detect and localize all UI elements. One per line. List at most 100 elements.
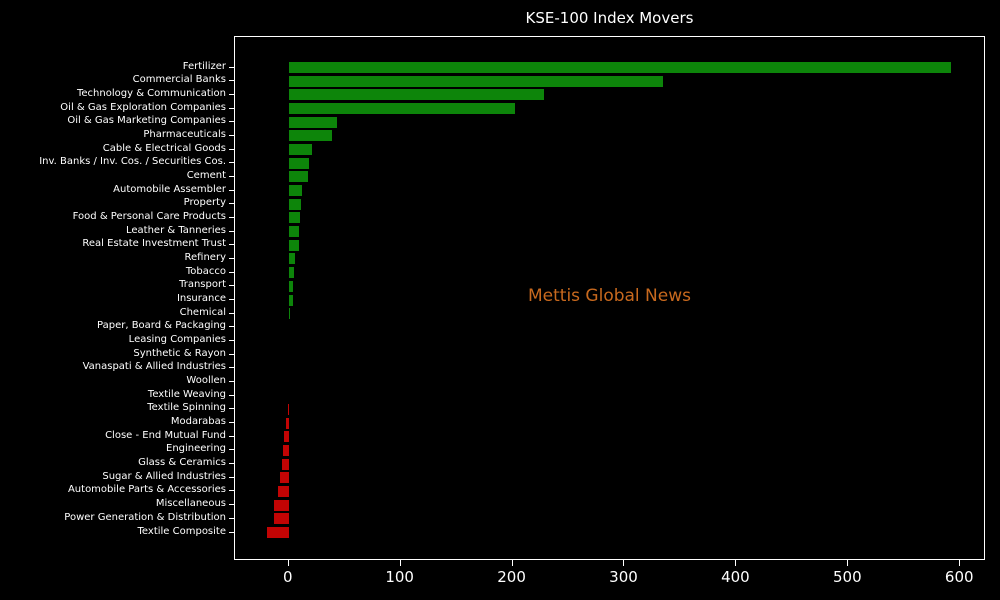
y-tick — [229, 340, 234, 342]
x-tick-label: 600 — [944, 568, 974, 586]
y-tick — [229, 107, 234, 109]
category-label: Food & Personal Care Products — [72, 210, 226, 222]
bar — [273, 513, 289, 525]
bar — [288, 171, 308, 183]
x-tick — [735, 560, 737, 566]
category-label: Close - End Mutual Fund — [105, 429, 226, 441]
category-label: Automobile Parts & Accessories — [67, 484, 226, 496]
y-tick — [229, 189, 234, 191]
category-label: Commercial Banks — [132, 74, 226, 86]
category-label: Paper, Board & Packaging — [97, 320, 226, 332]
y-tick — [229, 367, 234, 369]
chart-title: KSE-100 Index Movers — [525, 9, 694, 27]
x-tick-label: 200 — [497, 568, 526, 586]
y-tick — [229, 312, 234, 314]
category-label: Synthetic & Rayon — [133, 347, 226, 359]
bar — [287, 403, 289, 415]
bar — [288, 157, 309, 169]
x-tick — [959, 560, 961, 566]
bar — [277, 485, 289, 497]
y-tick — [229, 230, 234, 232]
x-tick-label: 300 — [609, 568, 638, 586]
category-label: Leather & Tanneries — [125, 224, 226, 236]
bar — [288, 198, 302, 210]
y-tick — [229, 381, 234, 383]
y-tick — [229, 66, 234, 68]
bar — [288, 280, 294, 292]
category-label: Insurance — [176, 293, 226, 304]
bar — [288, 239, 299, 251]
category-label: Refinery — [184, 251, 226, 263]
bar — [288, 185, 302, 197]
bar — [285, 417, 289, 429]
category-label: Fertilizer — [182, 60, 226, 72]
bar — [288, 212, 300, 224]
category-label: Vanaspati & Allied Industries — [82, 361, 226, 373]
category-label: Sugar & Allied Industries — [102, 470, 226, 482]
category-label: Woollen — [186, 375, 226, 387]
category-label: Miscellaneous — [155, 498, 226, 510]
bar — [279, 472, 289, 484]
bar — [274, 499, 289, 511]
y-tick — [229, 244, 234, 246]
bar — [288, 62, 952, 73]
bar — [283, 444, 289, 456]
bar — [288, 75, 663, 87]
bar — [288, 144, 313, 156]
x-tick-label: 400 — [721, 568, 750, 586]
y-tick — [229, 134, 234, 136]
bar — [288, 130, 333, 142]
category-label: Textile Weaving — [147, 388, 226, 400]
x-tick — [511, 560, 513, 566]
y-tick — [229, 490, 234, 492]
bar — [288, 253, 295, 265]
bar — [288, 89, 544, 101]
y-tick — [229, 408, 234, 410]
x-tick — [287, 560, 289, 566]
category-label: Pharmaceuticals — [143, 128, 226, 140]
bar — [288, 267, 294, 279]
y-tick — [229, 517, 234, 519]
bar — [283, 431, 289, 443]
plot-area — [234, 36, 985, 560]
y-tick — [229, 449, 234, 451]
category-label: Cable & Electrical Goods — [102, 142, 226, 154]
category-label: Transport — [179, 279, 226, 291]
category-label: Textile Composite — [137, 525, 226, 537]
category-label: Engineering — [166, 443, 226, 455]
y-tick — [229, 93, 234, 95]
x-tick — [399, 560, 401, 566]
category-label: Oil & Gas Exploration Companies — [60, 101, 226, 113]
category-label: Oil & Gas Marketing Companies — [67, 115, 226, 127]
y-tick — [229, 162, 234, 164]
y-tick — [229, 203, 234, 205]
y-tick — [229, 80, 234, 82]
y-tick — [229, 504, 234, 506]
bar — [288, 103, 515, 115]
y-tick — [229, 476, 234, 478]
bar — [288, 226, 300, 238]
y-tick — [229, 463, 234, 465]
y-tick — [229, 353, 234, 355]
bar — [282, 458, 289, 470]
x-tick-label: 100 — [385, 568, 414, 586]
y-tick — [229, 394, 234, 396]
category-label: Tobacco — [185, 265, 226, 277]
y-tick — [229, 326, 234, 328]
category-label: Textile Spinning — [147, 402, 226, 414]
y-tick — [229, 121, 234, 123]
x-tick — [847, 560, 849, 566]
category-label: Cement — [186, 169, 226, 181]
y-tick — [229, 257, 234, 259]
x-tick-label: 0 — [282, 568, 293, 586]
bar — [288, 308, 291, 320]
category-label: Real Estate Investment Trust — [82, 238, 226, 250]
y-tick — [229, 422, 234, 424]
category-label: Leasing Companies — [128, 334, 226, 346]
y-tick — [229, 435, 234, 437]
category-label: Glass & Ceramics — [138, 457, 226, 469]
category-label: Modarabas — [170, 416, 226, 428]
y-tick — [229, 531, 234, 533]
y-tick — [229, 285, 234, 287]
